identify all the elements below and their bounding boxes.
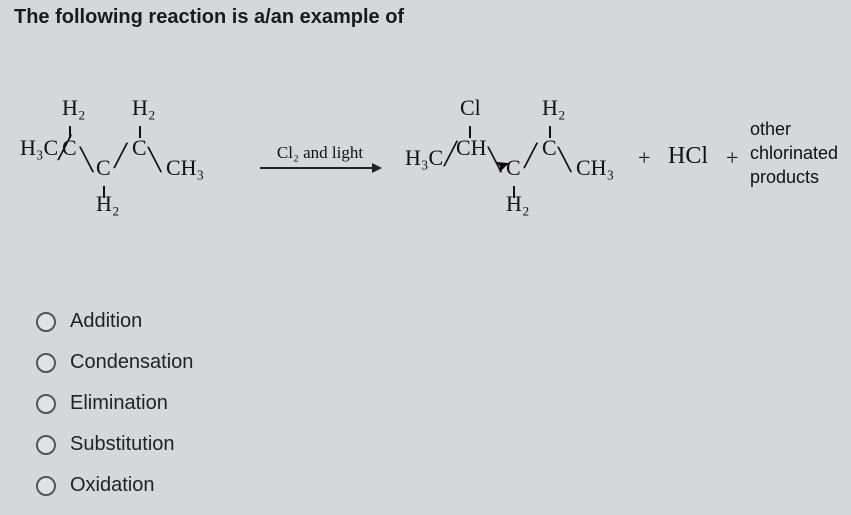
hcl: HCl (668, 143, 708, 170)
arrow-line (260, 167, 380, 169)
reactant-h2-tr: H₂ (132, 95, 156, 121)
option-label: Condensation (70, 351, 193, 374)
option-label: Elimination (70, 392, 168, 415)
option-addition[interactable]: Addition (36, 310, 193, 333)
reaction-diagram: H₂ H₂ H₃C ╱ C ╲ C ╱ C ╲ CH₃ H₂ Cl₂ and l… (20, 95, 820, 245)
arrow-label: Cl₂ and light (255, 143, 385, 163)
product-h2-b: H₂ (506, 191, 530, 217)
option-oxidation[interactable]: Oxidation (36, 474, 193, 497)
options-group: Addition Condensation Elimination Substi… (36, 310, 193, 515)
reactant-dashdown: ╲ (80, 147, 93, 173)
other-1: other (750, 119, 791, 140)
other-3: products (750, 167, 819, 188)
product-c2: C (542, 135, 557, 161)
option-label: Oxidation (70, 474, 155, 497)
question-text: The following reaction is a/an example o… (14, 6, 404, 29)
radio-icon[interactable] (36, 353, 56, 373)
radio-icon[interactable] (36, 435, 56, 455)
plus-1: + (638, 145, 650, 171)
product-dashup: ╱ (524, 143, 537, 169)
option-substitution[interactable]: Substitution (36, 433, 193, 456)
option-elimination[interactable]: Elimination (36, 392, 193, 415)
reactant-c2: C (132, 135, 147, 161)
radio-icon[interactable] (36, 394, 56, 414)
option-label: Substitution (70, 433, 175, 456)
reactant-h3c: H₃C (20, 135, 58, 161)
reactant-h2-b: H₂ (96, 191, 120, 217)
reactant-ch3: CH₃ (166, 155, 204, 181)
radio-icon[interactable] (36, 476, 56, 496)
product-dash-ch3: ╲ (558, 147, 571, 173)
product-h3c: H₃C (405, 145, 443, 171)
option-condensation[interactable]: Condensation (36, 351, 193, 374)
reaction-arrow: Cl₂ and light (255, 143, 385, 169)
product-ch3: CH₃ (576, 155, 614, 181)
other-2: chlorinated (750, 143, 838, 164)
plus-2: + (726, 145, 738, 171)
reactant-dashup: ╱ (114, 143, 127, 169)
reactant-dash-ch3: ╲ (148, 147, 161, 173)
product-h2-tr: H₂ (542, 95, 566, 121)
product-ch: CH (456, 135, 487, 161)
option-label: Addition (70, 310, 142, 333)
reactant-c1: C (62, 135, 77, 161)
reactant-h2-tl: H₂ (62, 95, 86, 121)
radio-icon[interactable] (36, 312, 56, 332)
